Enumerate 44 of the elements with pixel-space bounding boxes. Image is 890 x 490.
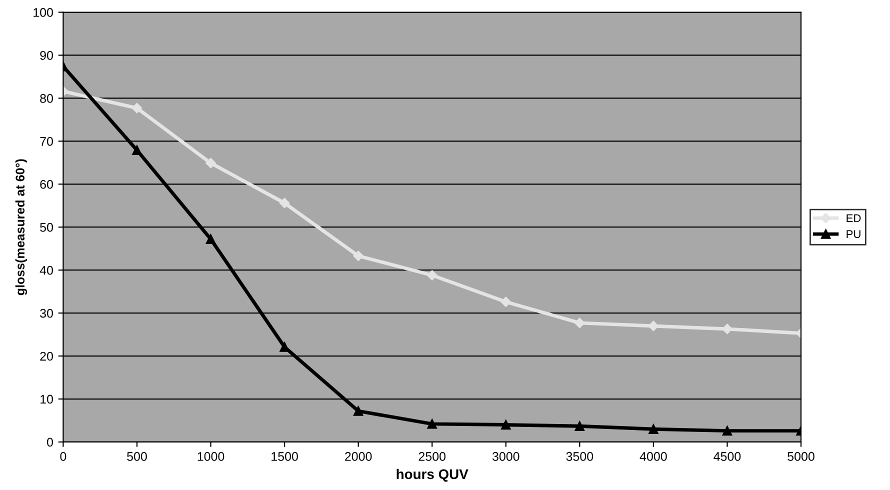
x-tick-label: 1000	[198, 452, 224, 461]
point	[280, 342, 290, 352]
x-tick-label: 5000	[788, 452, 814, 461]
x-tick-label: 2000	[345, 452, 372, 461]
point	[427, 419, 437, 429]
y-tick-label: 30	[40, 308, 53, 318]
point	[500, 296, 511, 307]
x-tick-label: 4500	[714, 452, 741, 461]
point	[132, 102, 142, 114]
x-tick-label: 0	[60, 452, 66, 461]
point	[648, 424, 658, 434]
x-tick-label: 3500	[566, 452, 594, 461]
x-axis-title: hours QUV	[396, 468, 468, 482]
point	[353, 406, 364, 416]
y-tick-label: 70	[40, 136, 53, 146]
x-tick-label: 4000	[640, 452, 667, 461]
point	[648, 320, 659, 332]
point	[501, 420, 511, 430]
x-tick-label: 3000	[492, 452, 520, 461]
point	[279, 198, 290, 208]
y-tick-label: 20	[40, 352, 53, 361]
y-tick-label: 80	[40, 94, 53, 103]
x-tick-label: 1500	[272, 452, 298, 461]
y-tick-label: 60	[40, 180, 53, 189]
point	[426, 270, 438, 280]
y-tick-label: 100	[34, 8, 53, 17]
y-tick-label: 50	[40, 222, 53, 232]
point	[132, 145, 142, 156]
point	[353, 250, 364, 262]
y-tick-label: 10	[40, 394, 53, 404]
y-tick-label: 90	[40, 51, 53, 60]
y-tick-label: 0	[47, 438, 53, 447]
y-axis-title: gloss(measured at 60°)	[15, 159, 28, 296]
point	[722, 426, 732, 436]
point	[574, 421, 585, 431]
point	[206, 234, 216, 244]
x-tick-label: 2500	[418, 452, 446, 461]
point	[574, 318, 585, 328]
legend-label: PU	[846, 230, 860, 238]
point	[722, 324, 732, 334]
x-tick-label: 500	[127, 452, 147, 461]
y-tick-label: 40	[40, 266, 53, 275]
legend-label: ED	[846, 214, 861, 222]
point	[206, 158, 216, 168]
